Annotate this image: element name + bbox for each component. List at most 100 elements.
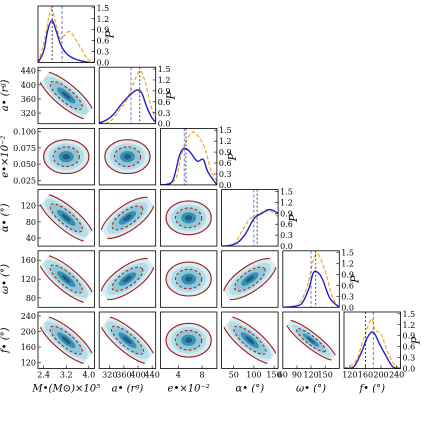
axis-label-omega: ω• (°) bbox=[296, 384, 326, 395]
tick-label: 360 bbox=[21, 95, 36, 104]
density-level bbox=[307, 337, 316, 344]
contour-panel-e-omega bbox=[165, 261, 212, 297]
tick-label: 200 bbox=[373, 371, 388, 380]
tick-label: 320 bbox=[21, 109, 36, 118]
density-level bbox=[185, 337, 193, 343]
tick-label: 0.9 bbox=[97, 26, 110, 35]
tick-label: 440 bbox=[21, 67, 36, 76]
contour-1sigma bbox=[175, 207, 203, 229]
tick-label: 0.3 bbox=[219, 170, 232, 179]
tick-label: 160 bbox=[21, 343, 36, 352]
contour-1sigma bbox=[234, 266, 266, 292]
tick-label: 0.0 bbox=[341, 303, 354, 312]
contour-1sigma bbox=[49, 325, 83, 355]
series-blue-line bbox=[160, 147, 217, 185]
density-level bbox=[61, 213, 71, 222]
panel-frame bbox=[37, 127, 95, 186]
contour-panel-a-alpha bbox=[100, 196, 155, 239]
contour-1sigma bbox=[49, 80, 83, 110]
tick-label: 0.3 bbox=[97, 48, 110, 57]
contour-1sigma bbox=[52, 146, 80, 167]
panel-frame bbox=[159, 250, 218, 308]
contour-panel-M-a bbox=[37, 70, 95, 121]
tick-label: 1.2 bbox=[97, 15, 110, 24]
contour-panel-a-omega bbox=[100, 257, 155, 301]
tick-label: 0.9 bbox=[280, 209, 293, 218]
tick-label: 120 bbox=[342, 371, 357, 380]
tick-label: 0.100 bbox=[13, 128, 36, 137]
contour-panel-alpha-omega bbox=[222, 257, 277, 301]
tick-label: 0.0 bbox=[280, 242, 293, 251]
axis-label-row-f: f• (°) bbox=[0, 327, 11, 354]
density-level bbox=[61, 275, 71, 283]
tick-label: 100 bbox=[246, 371, 261, 380]
tick-label: 1.5 bbox=[219, 126, 232, 135]
tick-label: 0.025 bbox=[13, 176, 36, 185]
contour-panel-M-alpha bbox=[37, 193, 95, 243]
axis-label-row-alpha: α• (°) bbox=[0, 203, 11, 232]
contour-panel-a-f bbox=[99, 315, 156, 365]
tick-label: 40 bbox=[26, 234, 36, 243]
density-level bbox=[61, 336, 71, 345]
axis-label-a: a• (rᵍ) bbox=[112, 384, 144, 395]
contour-1sigma bbox=[49, 264, 83, 294]
contour-2sigma bbox=[104, 139, 151, 175]
tick-label: 0.6 bbox=[219, 159, 232, 168]
tick-label: 0.0 bbox=[403, 365, 416, 374]
tick-label: 0.9 bbox=[158, 87, 171, 96]
contour-1sigma bbox=[111, 266, 144, 292]
tick-label: 0.6 bbox=[403, 343, 416, 352]
contour-1sigma bbox=[49, 203, 83, 233]
density-level bbox=[123, 275, 132, 283]
tick-label: 440 bbox=[145, 371, 160, 380]
tick-label: 1.5 bbox=[403, 310, 416, 319]
tick-label: 240 bbox=[21, 312, 36, 321]
tick-label: 0.9 bbox=[403, 332, 416, 341]
contour-1sigma bbox=[296, 328, 326, 353]
tick-label: 1.2 bbox=[403, 321, 416, 330]
tick-label: 400 bbox=[130, 371, 145, 380]
tick-label: 4.0 bbox=[82, 371, 95, 380]
series-blue-line bbox=[38, 19, 95, 63]
tick-label: 120 bbox=[21, 202, 36, 211]
series-blue-line bbox=[99, 89, 156, 124]
tick-label: 150 bbox=[318, 371, 333, 380]
axis-label-P: P bbox=[104, 30, 117, 39]
panel-frame bbox=[37, 5, 95, 63]
tick-label: 120 bbox=[21, 275, 36, 284]
panel-frame bbox=[98, 127, 157, 186]
density-level bbox=[123, 336, 132, 345]
axis-label-row-a: a• (rᵍ) bbox=[0, 80, 11, 112]
contour-panel-alpha-f bbox=[221, 315, 279, 365]
tick-label: 0.050 bbox=[13, 160, 36, 169]
panel-frame bbox=[221, 189, 279, 247]
contour-1sigma bbox=[110, 325, 145, 355]
panel-frame bbox=[159, 127, 218, 186]
tick-label: 0.6 bbox=[280, 220, 293, 229]
series-blue-line bbox=[344, 331, 401, 369]
series-blue-line bbox=[221, 208, 279, 247]
tick-label: 120 bbox=[303, 371, 318, 380]
contour-panel-a-e bbox=[104, 139, 151, 175]
tick-label: 2.4 bbox=[37, 371, 50, 380]
panel-frame bbox=[37, 66, 95, 125]
tick-label: 1.5 bbox=[158, 65, 171, 74]
tick-label: 0.9 bbox=[341, 270, 354, 279]
axis-label-P: P bbox=[226, 153, 239, 162]
tick-label: 0.3 bbox=[403, 354, 416, 363]
density-level bbox=[245, 336, 255, 345]
tick-label: 0.0 bbox=[158, 120, 171, 129]
axis-label-M: M•(M⊙)×10⁵ bbox=[31, 384, 100, 395]
tick-label: 1.2 bbox=[158, 76, 171, 85]
contour-panel-M-omega bbox=[37, 254, 95, 304]
tick-label: 60 bbox=[278, 371, 288, 380]
panel-frame bbox=[221, 311, 279, 369]
panel-frame bbox=[98, 311, 157, 369]
series-orange-line bbox=[99, 70, 156, 124]
tick-label: 0.0 bbox=[219, 181, 232, 190]
marginal-panel-alpha bbox=[221, 189, 279, 247]
tick-label: 3.2 bbox=[60, 371, 73, 380]
marginal-panel-f bbox=[344, 312, 401, 369]
panel-frame bbox=[221, 250, 279, 308]
